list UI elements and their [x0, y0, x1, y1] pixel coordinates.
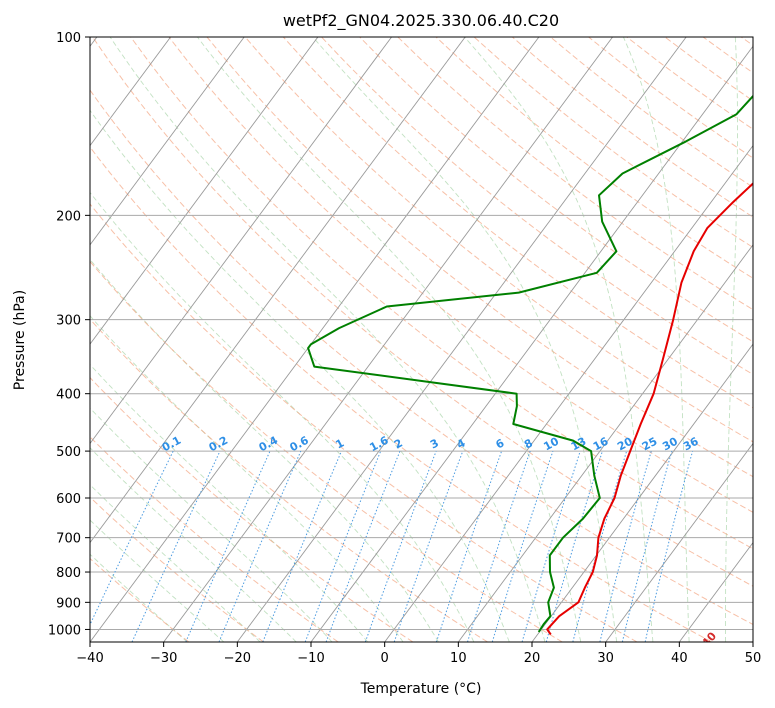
- x-tick-label: 20: [524, 651, 541, 666]
- chart-title: wetPf2_GN04.2025.330.06.40.C20: [283, 11, 559, 31]
- moist-adiabat-line: [725, 37, 738, 642]
- moist-adiabat-line: [90, 484, 261, 642]
- mixing-ratio-label: 16: [591, 435, 611, 454]
- mixing-ratio-line: [545, 450, 603, 642]
- y-axis-label: Pressure (hPa): [12, 290, 28, 390]
- mixing-ratio-line: [131, 450, 221, 642]
- y-tick-label: 200: [56, 209, 81, 224]
- isotherm-line: [531, 343, 753, 642]
- mixing-ratio-label: 10: [541, 435, 561, 454]
- mixing-ratio-label: 25: [640, 435, 660, 454]
- mixing-ratio-line: [262, 450, 342, 642]
- moist-adiabat-line: [622, 37, 690, 642]
- x-tick-label: 50: [745, 651, 762, 666]
- isotherm-line: [90, 37, 319, 345]
- dry-adiabat-line: [359, 37, 753, 343]
- x-tick-label: −20: [224, 651, 251, 666]
- isotherm-line: [90, 37, 171, 147]
- x-tick-label: −40: [76, 651, 103, 666]
- isotherm-line: [90, 37, 392, 445]
- moist-adiabat-line: [90, 363, 369, 642]
- dry-adiabat-line: [90, 436, 339, 642]
- mixing-ratio-line: [435, 450, 503, 642]
- dry-adiabat-line: [90, 318, 488, 642]
- x-tick-label: 40: [671, 651, 688, 666]
- moist-adiabat-line: [464, 37, 654, 642]
- moist-adiabat-line: [90, 109, 510, 642]
- y-tick-label: 700: [56, 532, 81, 547]
- mixing-ratio-line: [364, 450, 437, 642]
- mixing-ratio-label: 30: [660, 435, 680, 454]
- y-tick-label: 500: [56, 445, 81, 460]
- mixing-ratio-line: [599, 450, 652, 642]
- mixing-ratio-line: [491, 450, 554, 642]
- y-tick-label: 900: [56, 596, 81, 611]
- dry-adiabat-line: [244, 37, 753, 443]
- isotherm-line: [457, 244, 753, 642]
- moist-adiabat-line: [90, 407, 333, 642]
- dry-adiabat-line: [90, 89, 753, 626]
- dry-adiabat-line: [92, 37, 753, 587]
- moist-adiabat-line: [90, 258, 439, 642]
- dry-adiabat-line: [206, 37, 753, 478]
- mixing-ratio-line: [521, 450, 581, 642]
- mixing-ratio-label: 36: [681, 435, 701, 454]
- isotherm-line: [90, 37, 466, 544]
- moist-adiabat-line: [90, 315, 404, 642]
- dewpoint-profile-line: [307, 94, 753, 633]
- mixing-ratio-line: [325, 450, 401, 642]
- dry-adiabat-line: [90, 557, 190, 642]
- dry-adiabat-line: [168, 37, 753, 513]
- mixing-ratio-line: [218, 450, 302, 642]
- y-tick-label: 400: [56, 388, 81, 403]
- x-axis-label: Temperature (°C): [360, 681, 482, 697]
- x-tick-label: 0: [381, 651, 389, 666]
- dry-adiabat-line: [90, 146, 712, 642]
- moist-adiabat-line: [90, 447, 297, 642]
- mixing-ratio-label: 20: [615, 435, 635, 454]
- isotherm-line: [310, 45, 753, 642]
- plot-frame: [89, 36, 754, 643]
- mixing-ratio-line: [185, 450, 271, 642]
- x-tick-label: 10: [450, 651, 467, 666]
- y-tick-label: 800: [56, 566, 81, 581]
- dry-adiabat-line: [90, 203, 638, 642]
- y-tick-label: 100: [56, 31, 81, 46]
- dry-adiabat-line: [130, 37, 753, 550]
- axes: −40 −30 −20 −10 0 10 20 30 40 50 100 200 300 400 500 60…: [48, 31, 761, 666]
- temperature-profile-line: [546, 182, 753, 636]
- isotherm-line: [163, 37, 613, 642]
- isotherm-line: [384, 144, 753, 642]
- isotherm-line: [605, 442, 753, 642]
- mixing-ratio-line: [393, 450, 464, 642]
- mixing-ratio-line: [467, 450, 531, 642]
- isotherm-line: [236, 37, 687, 642]
- isotherm-line: [90, 37, 540, 642]
- dry-adiabat-line: [282, 37, 753, 409]
- x-tick-label: 30: [597, 651, 614, 666]
- y-tick-label: 600: [56, 492, 81, 507]
- x-tick-label: −30: [150, 651, 177, 666]
- isotherm-line: [90, 37, 245, 246]
- moist-adiabat-line: [109, 37, 546, 642]
- y-tick-label: 1000: [48, 623, 81, 638]
- mixing-ratio-line: [304, 450, 382, 642]
- y-tick-label: 300: [56, 314, 81, 329]
- x-tick-label: −10: [297, 651, 324, 666]
- dry-adiabat-line: [90, 376, 414, 642]
- mixing-ratio-line: [644, 450, 694, 642]
- moist-adiabat-line: [90, 191, 475, 642]
